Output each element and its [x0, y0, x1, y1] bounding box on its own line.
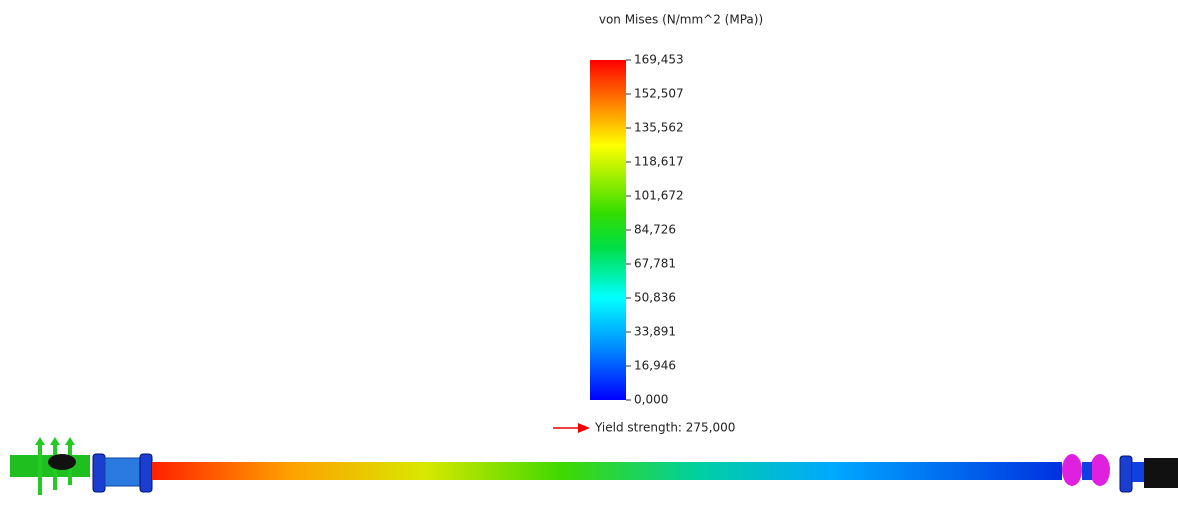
legend-label: 67,781	[634, 257, 676, 271]
fixture-arrows	[10, 437, 90, 495]
yield-label: Yield strength: 275,000	[594, 421, 735, 435]
yield-arrow-head	[578, 423, 590, 433]
legend-label: 135,562	[634, 121, 684, 135]
legend-title: von Mises (N/mm^2 (MPa))	[599, 13, 763, 27]
legend-label: 0,000	[634, 393, 668, 407]
color-bar	[590, 60, 626, 400]
legend-label: 101,672	[634, 189, 684, 203]
legend-label: 16,946	[634, 359, 676, 373]
stress-plot: von Mises (N/mm^2 (MPa)) 169,453152,5071…	[0, 0, 1178, 507]
legend-label: 169,453	[634, 53, 684, 67]
legend-ticks: 169,453 152,507 135,562 118,617 101,672 84,72…	[626, 53, 684, 407]
page: von Mises (N/mm^2 (MPa)) 169,453152,5071…	[0, 0, 1178, 507]
legend-label: 84,726	[634, 223, 676, 237]
legend-label: 152,507	[634, 87, 684, 101]
legend-label: 50,836	[634, 291, 676, 305]
model	[10, 437, 1178, 495]
legend-label: 118,617	[634, 155, 684, 169]
legend-label: 33,891	[634, 325, 676, 339]
